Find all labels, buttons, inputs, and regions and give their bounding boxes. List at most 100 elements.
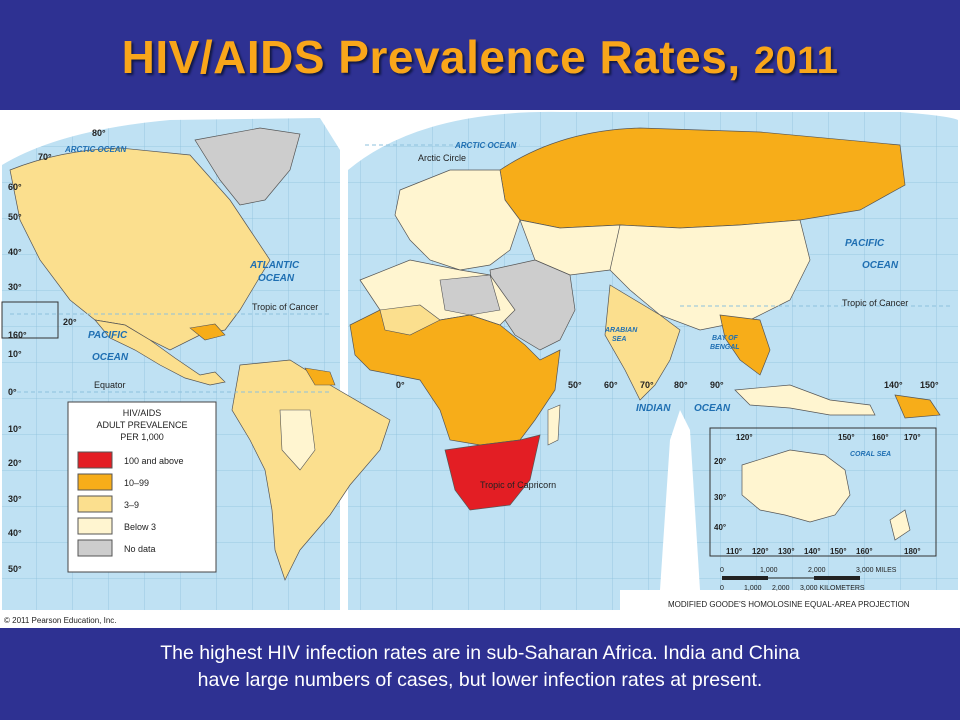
lon-label-150: 150° — [920, 380, 939, 390]
lat-label-s10: 10° — [8, 424, 22, 434]
label-tropic-cancer-west: Tropic of Cancer — [252, 302, 318, 312]
world-map: ARCTIC OCEAN ARCTIC OCEAN ATLANTIC OCEAN… — [1, 111, 958, 625]
lat-label-160: 160° — [8, 330, 27, 340]
legend-label: 10–99 — [124, 478, 149, 488]
inset-side-label-30: 30° — [714, 493, 726, 502]
inset-bottom-label-180: 180° — [904, 547, 921, 556]
lat-label-s50: 50° — [8, 564, 22, 574]
inset-bottom-label-160: 160° — [856, 547, 873, 556]
inset-side-label-20: 20° — [714, 457, 726, 466]
legend-title-3: PER 1,000 — [120, 432, 164, 442]
inset-bottom-label-150: 150° — [830, 547, 847, 556]
lat-label-s30: 30° — [8, 494, 22, 504]
legend-swatch — [77, 473, 113, 491]
title-main: HIV/AIDS Prevalence Rates, — [121, 31, 741, 83]
scale-miles-0: 0 — [720, 567, 724, 574]
indonesia — [734, 384, 876, 416]
australia-inset-frame — [709, 427, 937, 557]
legend-label: 100 and above — [124, 456, 184, 466]
lat-label-50: 50° — [8, 212, 22, 222]
lat-label-80: 80° — [92, 128, 106, 138]
legend-title-1: HIV/AIDS — [123, 408, 162, 418]
inset-bottom-label-140: 140° — [804, 547, 821, 556]
guyana — [304, 367, 336, 386]
madagascar — [547, 404, 561, 446]
ocean-label-coral: CORAL SEA — [850, 451, 891, 458]
slide-caption: The highest HIV infection rates are in s… — [20, 640, 940, 694]
legend-swatch — [77, 451, 113, 469]
new-zealand — [889, 509, 911, 541]
slide-title: HIV/AIDS Prevalence Rates, 2011 — [0, 34, 960, 80]
scale-km-0: 0 — [720, 585, 724, 592]
legend-swatch — [77, 517, 113, 535]
map-panel: ARCTIC OCEAN ARCTIC OCEAN ATLANTIC OCEAN… — [0, 110, 960, 628]
europe — [394, 169, 521, 271]
ocean-label-atlantic-1: ATLANTIC — [249, 260, 300, 271]
lon-label-90: 90° — [710, 380, 724, 390]
lat-label-30: 30° — [8, 282, 22, 292]
lon-label-60: 60° — [604, 380, 618, 390]
inset-bottom-label-110: 110° — [726, 547, 742, 556]
south-america-low — [279, 409, 316, 471]
scale-km-1000: 1,000 — [744, 585, 762, 592]
caption-line-1: The highest HIV infection rates are in s… — [160, 642, 800, 664]
label-arctic-circle: Arctic Circle — [418, 153, 466, 163]
east-asia — [609, 219, 811, 331]
lon-label-80: 80° — [674, 380, 688, 390]
lon-label-70: 70° — [640, 380, 654, 390]
scale-miles-1000: 1,000 — [760, 567, 778, 574]
ocean-label-arabian-2: SEA — [612, 336, 626, 343]
lat-label-60: 60° — [8, 182, 22, 192]
greenland — [194, 127, 301, 206]
south-america — [231, 359, 391, 581]
label-tropic-capricorn: Tropic of Capricorn — [480, 480, 556, 490]
lon-label-0: 0° — [396, 380, 405, 390]
lat-label-40: 40° — [8, 247, 22, 257]
ocean-label-pacific-west-2: OCEAN — [92, 352, 129, 363]
central-america-high — [189, 323, 226, 341]
scale-km-2000: 2,000 — [772, 585, 790, 592]
legend: HIV/AIDS ADULT PREVALENCE PER 1,000 100 … — [67, 401, 217, 573]
southern-africa — [444, 434, 541, 511]
inset-bottom-label-120: 120° — [752, 547, 769, 556]
ocean-label-atlantic-2: OCEAN — [258, 273, 295, 284]
inset-top-label-150: 150° — [838, 433, 855, 442]
legend-swatch — [77, 539, 113, 557]
label-tropic-cancer-east: Tropic of Cancer — [842, 298, 908, 308]
ocean-label-indian-2: OCEAN — [694, 403, 731, 414]
inset-top-label-120: 120° — [736, 433, 753, 442]
ocean-label-pacific-east-2: OCEAN — [862, 260, 899, 271]
legend-label: 3–9 — [124, 500, 139, 510]
copyright: © 2011 Pearson Education, Inc. — [4, 616, 116, 625]
caption-line-2: have large numbers of cases, but lower i… — [197, 669, 763, 691]
southeast-asia — [719, 314, 771, 376]
legend-title-2: ADULT PREVALENCE — [96, 420, 187, 430]
label-equator: Equator — [94, 380, 126, 390]
australia — [741, 449, 851, 523]
ocean-label-arctic-west: ARCTIC OCEAN — [64, 145, 127, 154]
scale-bar: 0 1,000 2,000 3,000 MILES 0 1,000 2,000 … — [720, 567, 897, 592]
legend-swatch — [77, 495, 113, 513]
lat-label-20: 20° — [63, 317, 77, 327]
scale-miles-2000: 2,000 — [808, 567, 826, 574]
scale-miles-3000: 3,000 MILES — [856, 567, 897, 574]
lat-label-70: 70° — [38, 152, 52, 162]
inset-bottom-label-130: 130° — [778, 547, 795, 556]
central-america — [94, 319, 226, 386]
central-africa — [349, 309, 561, 446]
lon-label-140: 140° — [884, 380, 903, 390]
legend-label: Below 3 — [124, 522, 156, 532]
ocean-label-arctic-east: ARCTIC OCEAN — [454, 141, 517, 150]
ocean-label-indian-1: INDIAN — [636, 403, 671, 414]
hawaii-inset-box — [1, 301, 59, 339]
title-year: 2011 — [753, 40, 839, 82]
sahel — [379, 304, 441, 336]
lat-label-s20: 20° — [8, 458, 22, 468]
legend-label: No data — [124, 544, 156, 554]
lat-label-10: 10° — [8, 349, 22, 359]
ocean-label-bengal-1: BAY OF — [712, 335, 739, 342]
inset-top-label-170: 170° — [904, 433, 921, 442]
inset-top-label-160: 160° — [872, 433, 889, 442]
lat-label-s40: 40° — [8, 528, 22, 538]
libya-egypt — [439, 274, 501, 316]
